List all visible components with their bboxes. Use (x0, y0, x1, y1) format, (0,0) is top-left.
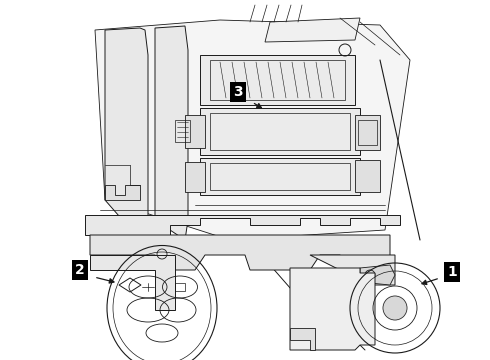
Polygon shape (90, 235, 390, 270)
Polygon shape (119, 278, 141, 292)
Polygon shape (360, 265, 395, 285)
Text: 2: 2 (75, 263, 85, 277)
Polygon shape (85, 215, 400, 235)
Polygon shape (290, 268, 375, 350)
Polygon shape (155, 26, 188, 240)
Polygon shape (265, 18, 360, 42)
Text: 1: 1 (447, 265, 457, 279)
Polygon shape (355, 115, 380, 150)
Polygon shape (200, 55, 355, 105)
Polygon shape (105, 28, 148, 240)
Polygon shape (185, 115, 205, 148)
Polygon shape (105, 185, 140, 200)
Polygon shape (200, 108, 360, 155)
Polygon shape (290, 328, 315, 350)
Polygon shape (95, 20, 410, 240)
Polygon shape (90, 255, 175, 310)
Circle shape (383, 296, 407, 320)
Polygon shape (310, 255, 395, 285)
Text: 3: 3 (233, 85, 243, 99)
Polygon shape (185, 162, 205, 192)
Polygon shape (200, 158, 360, 195)
Polygon shape (355, 160, 380, 192)
